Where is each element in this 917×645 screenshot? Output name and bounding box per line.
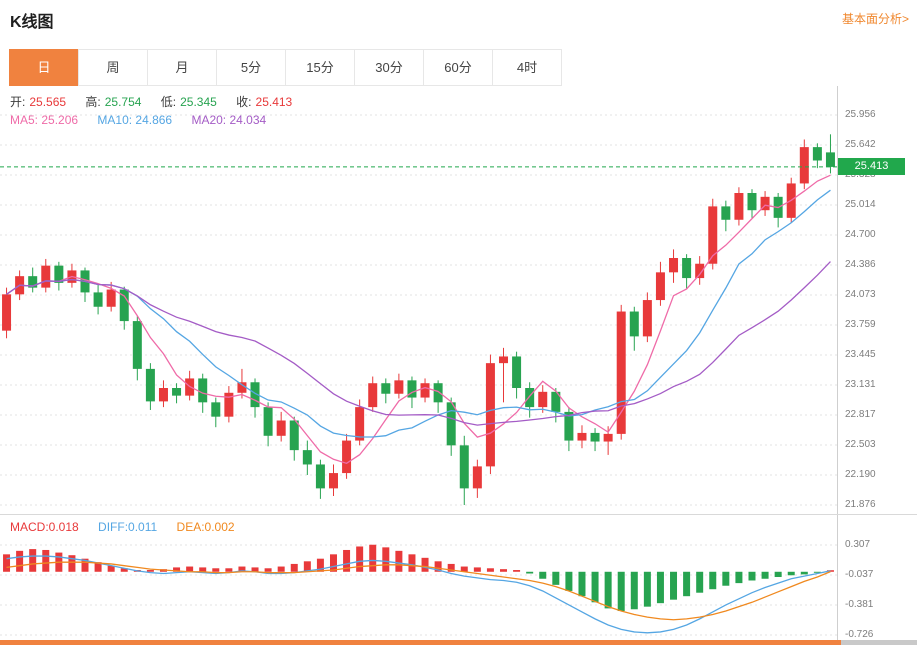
price-axis-label: 24.386 bbox=[845, 259, 876, 270]
ma20-readout: MA20: 24.034 bbox=[191, 113, 267, 127]
macd-axis-label: -0.381 bbox=[845, 599, 874, 610]
tab-5min[interactable]: 5分 bbox=[216, 49, 286, 86]
interval-tabs: 日 周 月 5分 15分 30分 60分 4时 bbox=[9, 49, 562, 86]
scrollbar-thumb[interactable] bbox=[0, 640, 841, 645]
price-axis-label: 24.700 bbox=[845, 229, 876, 240]
candlestick-plot[interactable] bbox=[0, 86, 837, 515]
low-readout: 低: 25.345 bbox=[160, 95, 217, 109]
macd-plot[interactable] bbox=[0, 515, 837, 640]
price-axis-label: 22.817 bbox=[845, 409, 876, 420]
macd-panel[interactable]: 0.307 -0.037 -0.381 -0.726 MACD:0.018 DIFF:… bbox=[0, 515, 917, 640]
dea-value-readout: DEA:0.002 bbox=[176, 520, 235, 534]
tab-30min[interactable]: 30分 bbox=[354, 49, 424, 86]
titlebar: K线图 基本面分析> bbox=[0, 0, 917, 42]
price-axis-label: 23.759 bbox=[845, 319, 876, 330]
fundamental-analysis-link[interactable]: 基本面分析> bbox=[841, 12, 909, 26]
tab-4hour[interactable]: 4时 bbox=[492, 49, 562, 86]
diff-value-readout: DIFF:0.011 bbox=[98, 520, 158, 534]
ohlc-readout: 开: 25.565 高: 25.754 低: 25.345 收: 25.413 bbox=[10, 93, 308, 110]
macd-value-readout: MACD:0.018 bbox=[10, 520, 79, 534]
high-readout: 高: 25.754 bbox=[85, 95, 142, 109]
price-axis: 25.95625.64225.32825.01424.70024.38624.0… bbox=[837, 86, 917, 514]
tab-15min[interactable]: 15分 bbox=[285, 49, 355, 86]
tab-60min[interactable]: 60分 bbox=[423, 49, 493, 86]
tab-month[interactable]: 月 bbox=[147, 49, 217, 86]
price-axis-label: 25.956 bbox=[845, 109, 876, 120]
price-axis-label: 25.014 bbox=[845, 199, 876, 210]
ma5-readout: MA5: 25.206 bbox=[10, 113, 79, 127]
page-title: K线图 bbox=[10, 14, 54, 31]
price-axis-label: 23.131 bbox=[845, 379, 876, 390]
macd-axis-label: -0.037 bbox=[845, 569, 874, 580]
tab-day[interactable]: 日 bbox=[9, 49, 79, 86]
ma-readout: MA5: 25.206 MA10: 24.866 MA20: 24.034 bbox=[10, 113, 282, 127]
price-axis-label: 22.503 bbox=[845, 439, 876, 450]
macd-axis-label: 0.307 bbox=[845, 539, 871, 550]
macd-axis: 0.307 -0.037 -0.381 -0.726 bbox=[837, 515, 917, 640]
open-readout: 开: 25.565 bbox=[10, 95, 67, 109]
bottom-scrollbar[interactable] bbox=[0, 640, 917, 645]
close-readout: 收: 25.413 bbox=[236, 95, 293, 109]
macd-axis-label: -0.726 bbox=[845, 629, 874, 640]
price-axis-label: 24.073 bbox=[845, 289, 876, 300]
candlestick-panel[interactable]: 25.95625.64225.32825.01424.70024.38624.0… bbox=[0, 86, 917, 515]
ma10-readout: MA10: 24.866 bbox=[97, 113, 173, 127]
price-axis-label: 22.190 bbox=[845, 469, 876, 480]
price-axis-label: 21.876 bbox=[845, 499, 876, 510]
price-axis-label: 23.445 bbox=[845, 349, 876, 360]
tab-week[interactable]: 周 bbox=[78, 49, 148, 86]
price-axis-label: 25.642 bbox=[845, 139, 876, 150]
current-price-tag: 25.413 bbox=[838, 157, 905, 175]
macd-readout: MACD:0.018 DIFF:0.011 DEA:0.002 bbox=[10, 520, 251, 534]
